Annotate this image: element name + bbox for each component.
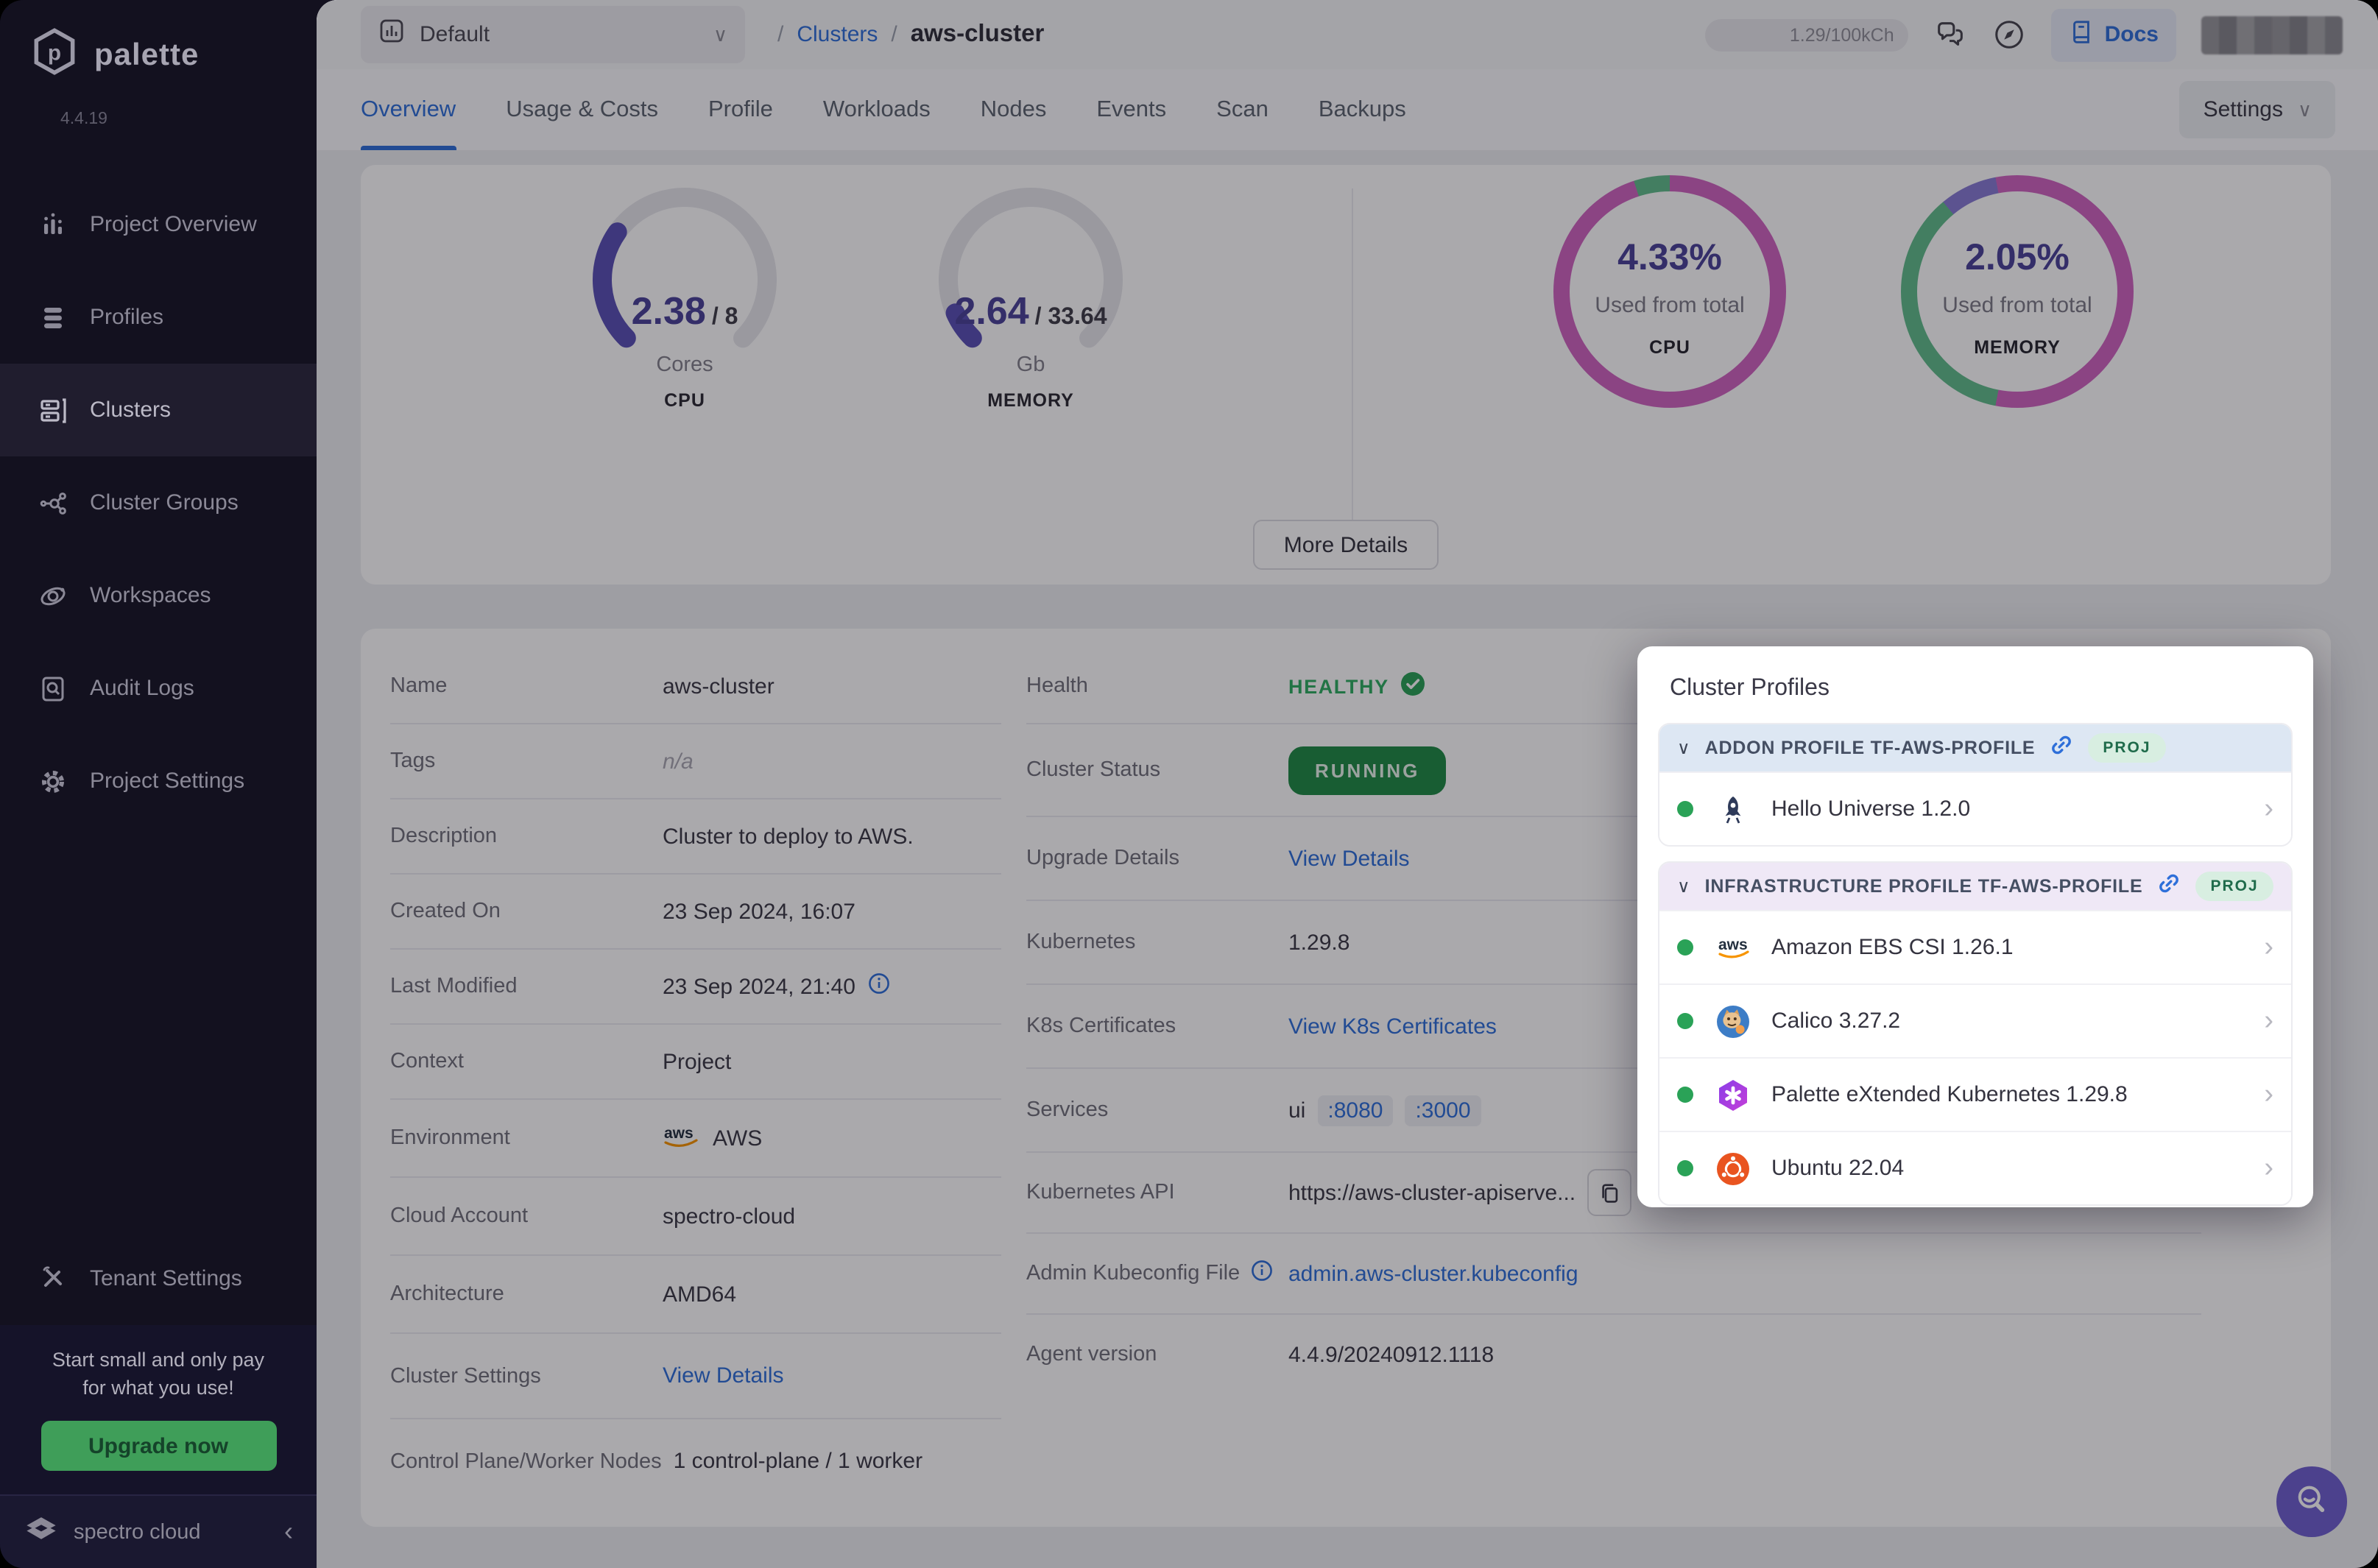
sidebar-item-label: Project Settings [90,769,244,794]
upgrade-promo: Start small and only pay for what you us… [0,1325,317,1494]
sidebar-item-project-overview[interactable]: Project Overview [0,178,317,271]
orbit-icon [38,581,68,610]
sidebar-item-audit-logs[interactable]: Audit Logs [0,642,317,735]
aws-icon: aws [1714,935,1752,960]
scope-badge: PROJ [2195,872,2273,901]
sidebar-item-label: Clusters [90,398,171,423]
main-area: Default Clusters aws-cluster 1.29/100kCh… [317,0,2378,1568]
infrastructure-profile-section: INFRASTRUCTURE PROFILE TF-AWS-PROFILE PR… [1658,861,2293,1206]
pack-row-hello-universe[interactable]: Hello Universe 1.2.0 [1659,771,2291,845]
svg-text:p: p [48,41,61,66]
sidebar: p palette 4.4.19 Project Overview Profil… [0,0,317,1568]
sidebar-item-label: Project Overview [90,212,257,237]
sidebar-item-project-settings[interactable]: Project Settings [0,735,317,827]
sidebar-item-workspaces[interactable]: Workspaces [0,549,317,642]
calico-cat-icon [1714,1003,1752,1039]
collapse-sidebar-icon[interactable] [284,1516,293,1547]
chevron-right-icon [2264,793,2273,825]
upgrade-now-button[interactable]: Upgrade now [40,1421,276,1471]
promo-text: Start small and only pay for what you us… [0,1346,317,1403]
network-icon [38,488,68,518]
app-version: 4.4.19 [60,110,317,128]
sidebar-item-label: Profiles [90,305,163,330]
sidebar-item-label: Workspaces [90,583,211,608]
sidebar-item-profiles[interactable]: Profiles [0,271,317,364]
panel-title: Cluster Profiles [1670,676,2293,702]
link-icon [2157,871,2181,902]
ubuntu-icon [1714,1151,1752,1186]
infrastructure-profile-header[interactable]: INFRASTRUCTURE PROFILE TF-AWS-PROFILE PR… [1659,863,2291,910]
status-dot [1677,1160,1693,1176]
sidebar-item-label: Tenant Settings [90,1266,242,1291]
chevron-right-icon [2264,1152,2273,1184]
chevron-down-icon [1677,876,1690,897]
status-dot [1677,1013,1693,1029]
status-dot [1677,939,1693,956]
pack-row-calico[interactable]: Calico 3.27.2 [1659,983,2291,1057]
status-dot [1677,1087,1693,1103]
chevron-right-icon [2264,1005,2273,1037]
sidebar-item-cluster-groups[interactable]: Cluster Groups [0,456,317,549]
pack-row-palette-extended-kubernetes[interactable]: Palette eXtended Kubernetes 1.29.8 [1659,1057,2291,1131]
pack-row-ubuntu[interactable]: Ubuntu 22.04 [1659,1131,2291,1204]
sidebar-item-label: Audit Logs [90,676,194,701]
gear-icon [38,766,68,796]
brand-logo: p palette 4.4.19 [0,0,317,128]
chevron-right-icon [2264,931,2273,964]
svg-text:aws: aws [1718,936,1748,953]
status-dot [1677,801,1693,817]
brand-name: palette [94,38,199,73]
sidebar-nav: Project Overview Profiles Clusters Clust… [0,178,317,827]
cluster-profiles-panel: Cluster Profiles ADDON PROFILE TF-AWS-PR… [1637,646,2313,1207]
sidebar-item-tenant-settings[interactable]: Tenant Settings [0,1232,317,1325]
palette-hexagon-logo-icon: p [29,27,80,84]
rocket-icon [1714,793,1752,825]
link-icon [2050,732,2073,763]
audit-doc-icon [38,674,68,703]
sidebar-item-label: Cluster Groups [90,490,239,515]
chevron-down-icon [1677,738,1690,758]
addon-profile-section: ADDON PROFILE TF-AWS-PROFILE PROJ Hello … [1658,723,2293,847]
spectro-cloud-logo-icon [24,1512,59,1552]
sidebar-item-clusters[interactable]: Clusters [0,364,317,456]
chevron-right-icon [2264,1078,2273,1111]
scope-badge: PROJ [2088,733,2165,763]
server-icon [38,395,68,425]
tools-icon [38,1264,68,1293]
sidebar-footer: spectro cloud [0,1494,317,1568]
pack-row-amazon-ebs-csi[interactable]: aws Amazon EBS CSI 1.26.1 [1659,910,2291,983]
pxk-hexagon-icon [1714,1077,1752,1112]
app-window: p palette 4.4.19 Project Overview Profil… [0,0,2378,1568]
addon-profile-header[interactable]: ADDON PROFILE TF-AWS-PROFILE PROJ [1659,724,2291,771]
bar-chart-icon [38,210,68,239]
sidebar-brand-text: spectro cloud [74,1520,201,1544]
layers-icon [38,303,68,332]
